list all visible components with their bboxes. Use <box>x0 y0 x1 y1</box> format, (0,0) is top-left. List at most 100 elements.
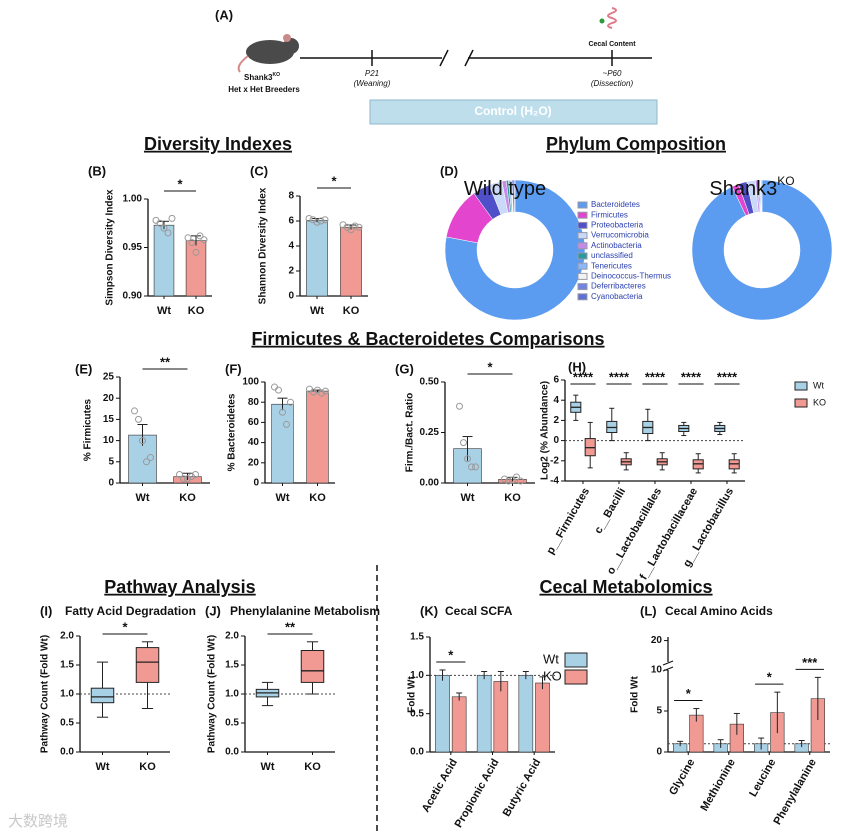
timepoint-note: (Weaning) <box>354 79 391 88</box>
y-tick-label: 0.50 <box>420 377 440 388</box>
panel-title: Phenylalanine Metabolism <box>230 604 380 618</box>
y-tick-label: 15 <box>103 414 115 425</box>
y-axis-label: Log2 (% Abundance) <box>540 381 551 480</box>
panel-label: (F) <box>225 361 242 376</box>
data-point <box>460 439 467 447</box>
legend-swatch <box>564 669 588 685</box>
legend-label: KO <box>813 397 826 407</box>
panel-label: (E) <box>75 361 92 376</box>
section-title: Phylum Composition <box>546 134 726 154</box>
y-tick-label: 5 <box>108 456 114 467</box>
y-tick-label: 25 <box>103 372 115 383</box>
panel-label: (C) <box>250 163 268 178</box>
significance-label: * <box>331 173 337 188</box>
y-axis-label: Shannon Diversity Index <box>258 187 269 304</box>
x-tick-label: Leucine <box>747 757 778 799</box>
bar <box>535 682 550 753</box>
x-tick-label: p__Firmicutes <box>544 486 592 557</box>
x-tick-label: KO <box>188 305 205 317</box>
y-tick-label: 0.5 <box>225 718 239 729</box>
mouse-icon <box>237 34 299 73</box>
y-tick-label: 0 <box>253 478 259 489</box>
y-tick-label: 60 <box>248 417 260 428</box>
data-point <box>283 420 290 428</box>
significance-label: * <box>448 647 454 662</box>
data-point <box>275 386 282 394</box>
significance-label: **** <box>681 369 702 384</box>
bar <box>518 675 534 753</box>
x-tick-label: Wt <box>260 761 274 773</box>
timepoint: ~P60 <box>603 69 622 78</box>
section-title: Diversity Indexes <box>144 134 292 154</box>
legend-swatch <box>577 283 588 291</box>
data-point <box>347 226 355 234</box>
significance-label: * <box>122 619 128 634</box>
bar <box>340 226 362 297</box>
y-axis-label: Firm./Bact. Ratio <box>405 393 416 472</box>
data-point <box>143 458 150 466</box>
y-tick-label: 2 <box>553 415 559 426</box>
data-point <box>517 477 524 485</box>
section-title: Pathway Analysis <box>104 577 255 597</box>
legend-label: Firmicutes <box>591 210 628 219</box>
x-tick-label: KO <box>304 761 321 773</box>
y-tick-label: 1.0 <box>60 689 74 700</box>
significance-label: * <box>767 670 773 685</box>
data-point <box>188 239 196 247</box>
treatment-label: Control (H₂O) <box>474 104 551 118</box>
x-tick-label: Glycine <box>667 757 697 797</box>
y-axis-label: Pathway Count (Fold Wt) <box>40 635 51 753</box>
legend-label: Bacteroidetes <box>591 200 640 209</box>
y-tick-label: 20 <box>103 393 115 404</box>
data-point <box>168 214 176 222</box>
donut-title: Shank3KO <box>709 174 794 200</box>
gut-icon <box>599 18 605 24</box>
panel-label: (A) <box>215 7 233 22</box>
y-tick-label: 6 <box>288 216 294 227</box>
data-point <box>184 475 191 483</box>
timepoint-note: (Dissection) <box>591 79 634 88</box>
data-point <box>505 477 512 485</box>
legend-swatch <box>794 381 808 391</box>
donut-slice <box>513 179 516 213</box>
donut-slice <box>444 179 586 321</box>
panel-label: (H) <box>568 359 586 374</box>
y-tick-label: 80 <box>248 397 260 408</box>
x-tick-label: Wt <box>275 492 289 504</box>
significance-label: * <box>686 686 692 701</box>
significance-label: * <box>487 359 493 374</box>
bar <box>451 696 467 753</box>
donut-slice <box>691 179 833 321</box>
y-tick-label: 4 <box>553 395 559 406</box>
legend-swatch <box>564 652 588 668</box>
donut-title: Wild type <box>464 178 546 200</box>
y-tick-label: 0 <box>288 291 294 302</box>
y-tick-label: 20 <box>248 457 260 468</box>
y-tick-label: 1.5 <box>60 660 74 671</box>
x-tick-label: KO <box>309 492 326 504</box>
panel-label: (D) <box>440 163 458 178</box>
legend-swatch <box>577 201 588 209</box>
data-point <box>310 388 317 396</box>
sample-label: Cecal Content <box>588 41 636 48</box>
data-point <box>192 471 199 479</box>
y-tick-label: 2 <box>288 266 294 277</box>
significance-label: *** <box>802 655 818 670</box>
breeders: Het x Het Breeders <box>228 85 300 94</box>
bar <box>435 675 450 753</box>
y-tick-label: 0.90 <box>123 291 143 302</box>
bar <box>493 681 509 753</box>
data-point <box>192 248 200 256</box>
x-tick-label: Wt <box>157 305 171 317</box>
significance-label: ** <box>285 619 296 634</box>
panel-label: (B) <box>88 163 106 178</box>
y-tick-label: 0 <box>553 435 559 446</box>
data-point <box>279 408 286 416</box>
bar <box>306 390 329 484</box>
y-tick-label: 1.5 <box>225 660 239 671</box>
legend-label: Deferribacteres <box>591 282 646 291</box>
panel-title: Cecal Amino Acids <box>665 604 773 618</box>
box <box>90 687 115 704</box>
timeline-break <box>439 49 449 67</box>
